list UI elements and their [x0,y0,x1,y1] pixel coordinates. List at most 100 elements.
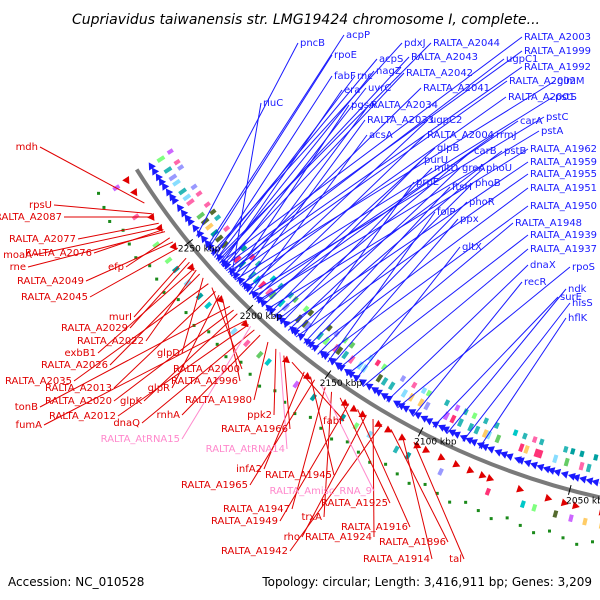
gene-feature [166,148,174,155]
leader-line [412,281,523,417]
leader-line [133,257,187,318]
gene-feature [230,327,238,336]
marker-tick [435,491,439,495]
gene-label: rrmJ [496,130,517,141]
gene-label: RALTA_A2035 [5,376,72,387]
gene-feature [425,389,433,397]
gene-feature [173,158,181,166]
gene-label: RALTA_A1925 [321,498,388,509]
gene-feature [169,193,177,202]
gene-feature [518,443,525,453]
gene-label: RALTA_A1945 [265,470,332,481]
leader-line [220,89,343,266]
gene-feature [328,357,337,366]
gene-feature [417,398,425,408]
leader-line [446,288,567,435]
gene-feature [348,341,356,349]
leader-line [323,391,333,518]
gene-label: RALTA_A1948 [515,218,582,229]
gene-feature [449,414,457,424]
gene-label: acsA [369,130,393,141]
leader-line [211,287,243,370]
gene-label: RALTA_A1950 [530,201,597,212]
gene-feature [335,346,344,356]
gene-feature [171,196,180,205]
leader-line [337,222,514,370]
gene-feature [420,415,429,423]
gene-label: gltX [462,242,482,253]
gene-label: rne [10,262,26,273]
gene-label: RALTA_AtRNA14 [206,444,285,455]
leader-line [129,261,190,329]
leader-line [249,379,316,486]
map-title: Cupriavidus taiwanensis str. LMG19424 ch… [72,12,540,28]
gene-feature [169,242,177,251]
leader-line [85,241,174,282]
gene-label: RALTA_A2004 [427,130,494,141]
marker-tick [239,360,243,364]
gene-feature [400,388,409,398]
gene-label: RALTA_A1962 [530,144,597,155]
marker-tick [184,311,188,315]
gene-feature [411,381,418,389]
marker-tick [207,330,211,334]
leader-line [97,267,195,354]
gene-label: RALTA_A2043 [411,52,478,63]
leader-line [397,266,571,409]
gene-feature [371,387,380,395]
marker-tick [356,450,360,454]
leader-line [113,290,216,389]
gene-feature [578,461,585,471]
gene-feature [591,478,600,487]
leader-line [229,87,422,275]
gene-feature [572,474,581,482]
leader-line [331,218,459,366]
leader-line [273,348,277,416]
gene-feature [538,438,545,446]
gene-label: fabI [323,416,342,427]
gene-feature [204,301,213,310]
gene-feature [442,411,451,421]
gene-label: folP [437,207,455,218]
leader-line [231,102,262,277]
gene-feature [264,358,272,366]
leader-line [307,182,474,347]
gene-feature [459,434,468,443]
leader-line [141,329,255,424]
gene-feature [404,451,412,460]
leader-line [401,435,433,560]
accession-text: Accession: NC_010528 [8,575,145,589]
gene-label: trxA [301,512,322,523]
leader-line [309,376,335,476]
leader-line [117,324,249,417]
gene-label: tal [449,554,462,565]
marker-tick [423,482,427,486]
gene-feature [423,401,431,411]
marker-tick [407,481,411,485]
gene-feature [533,448,540,458]
gene-feature [301,319,310,329]
gene-label: exbB1 [65,348,96,359]
gene-feature [465,437,474,445]
gene-feature [177,164,185,171]
scale-label: 2200 kbp [240,312,283,322]
gene-label: fumA [16,420,43,431]
marker-tick [476,509,480,513]
gene-feature [220,240,229,249]
gene-label: carB [474,146,497,157]
gene-label: surE [560,292,582,303]
gene-feature [307,309,315,317]
gene-feature [268,290,278,300]
marker-tick [561,536,565,540]
gene-label: RALTA_A2020 [45,396,112,407]
leader-line [268,159,423,315]
marker-tick [319,426,323,430]
gene-label: phoB [475,178,501,189]
scale-tick [184,239,193,247]
leader-line [219,70,375,264]
gene-label: era [344,85,360,96]
gene-label: RALTA_A2077 [9,234,76,245]
marker-tick [518,523,522,527]
gene-label: acpS [379,54,403,65]
gene-label: glpK [120,396,142,407]
